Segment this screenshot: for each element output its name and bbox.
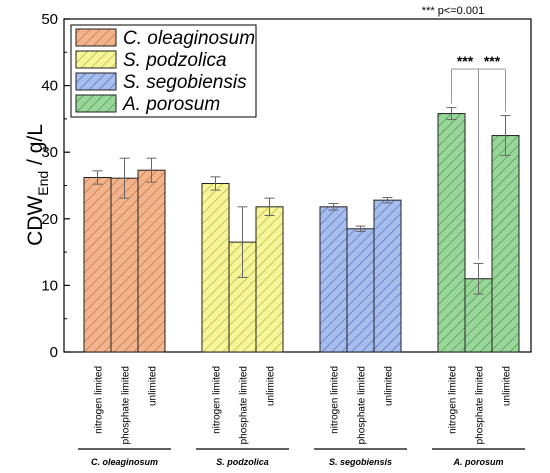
condition-label: phosphate limited: [121, 366, 132, 444]
significance-note: *** p<=0.001: [422, 5, 484, 17]
y-axis-title-subscript: End: [35, 171, 51, 196]
condition-label: unlimited: [148, 366, 159, 406]
bar: [110, 177, 139, 353]
legend-swatch: [75, 72, 117, 91]
y-tick-label: 10: [41, 277, 58, 294]
group-label: A. porosum: [452, 457, 503, 467]
significance-brackets: *** ***: [451, 53, 506, 260]
legend-swatch: [75, 94, 117, 113]
y-tick-label: 50: [41, 11, 58, 28]
group-label: S. podzolica: [216, 457, 269, 467]
bars: [83, 113, 520, 353]
group-label: S. segobiensis: [329, 457, 392, 467]
condition-label: phosphate limited: [475, 366, 486, 444]
legend-entry: C. oleaginosum: [123, 28, 255, 49]
legend-swatch: [75, 50, 117, 69]
error-bars: [92, 107, 511, 295]
bar: [319, 206, 348, 353]
y-axis-title-main: CDW: [24, 196, 47, 246]
y-axis: 0 10 20 30 40 50: [41, 11, 70, 361]
bar: [491, 135, 520, 353]
y-tick-label: 40: [41, 78, 58, 95]
y-axis-title: CDWEnd / g/L: [24, 124, 51, 246]
bar: [255, 206, 284, 353]
y-tick-label: 30: [41, 144, 58, 161]
significance-label: ***: [484, 53, 501, 69]
legend-entry: S. segobiensis: [123, 72, 247, 93]
bar: [346, 228, 375, 353]
legend-entry: S. podzolica: [123, 50, 227, 71]
legend-entry: A. porosum: [122, 94, 220, 115]
group-label: C. oleaginosum: [91, 457, 158, 467]
condition-label: nitrogen limited: [330, 366, 341, 434]
significance-label: ***: [457, 53, 474, 69]
y-axis-title-unit: / g/L: [24, 124, 47, 171]
condition-label: phosphate limited: [357, 366, 368, 444]
bar: [373, 199, 402, 353]
condition-label: phosphate limited: [239, 366, 250, 444]
legend-swatch: [75, 28, 117, 47]
condition-label: nitrogen limited: [212, 366, 223, 434]
x-axis-labels: nitrogen limited phosphate limited unlimit…: [78, 366, 525, 467]
y-tick-label: 0: [50, 344, 58, 361]
bar: [437, 113, 466, 353]
bar: [201, 183, 230, 353]
condition-label: unlimited: [384, 366, 395, 406]
condition-label: unlimited: [266, 366, 277, 406]
condition-label: unlimited: [502, 366, 513, 406]
bar: [137, 169, 166, 353]
y-tick-label: 20: [41, 211, 58, 228]
condition-label: nitrogen limited: [94, 366, 105, 434]
condition-label: nitrogen limited: [448, 366, 459, 434]
bar: [83, 177, 112, 353]
